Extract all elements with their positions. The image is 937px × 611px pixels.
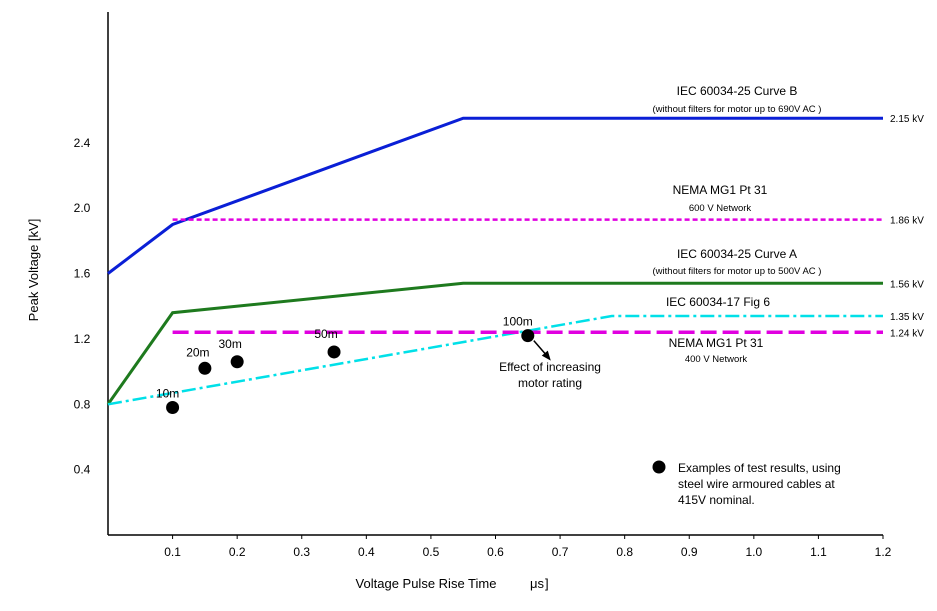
x-axis-ticks: 0.1 0.2 0.3 0.4 0.5 0.6 0.7 0.8 0.9 1.0 1.1 1.2 [164, 535, 892, 559]
end-label-curveB: 2.15 kV [890, 114, 924, 125]
y-axis-ticks: 0.4 0.8 1.2 1.6 2.0 2.4 [74, 136, 91, 477]
test-point-label-30m: 30m [218, 337, 241, 351]
test-result-points: 10m 20m 30m 50m 100m [156, 315, 535, 415]
test-point-10m [166, 401, 180, 415]
x-tick-label: 1.2 [875, 545, 892, 559]
y-tick-label: 2.0 [74, 201, 91, 215]
x-tick-label: 0.6 [487, 545, 504, 559]
legend-marker [652, 460, 666, 474]
y-tick-label: 0.4 [74, 463, 91, 477]
series-line-curveA [106, 281, 883, 406]
series-line-curveB [107, 116, 883, 275]
x-axis-unit: μs [530, 576, 544, 591]
series-name-iec17: IEC 60034-17 Fig 6 [666, 295, 770, 309]
end-label-iec17: 1.35 kV [890, 312, 924, 323]
test-point-30m [230, 355, 244, 369]
x-tick-label: 0.2 [229, 545, 246, 559]
legend: Examples of test results, using steel wir… [652, 460, 841, 507]
x-axis-bracket: ] [545, 576, 549, 591]
test-point-50m [327, 345, 341, 359]
x-tick-label: 0.7 [552, 545, 569, 559]
series-lines [106, 116, 883, 406]
series-name-nema400: NEMA MG1 Pt 31 [669, 336, 764, 350]
series-line-iec17 [107, 314, 883, 406]
end-label-nema600: 1.86 kV [890, 216, 924, 227]
test-point-label-50m: 50m [314, 327, 337, 341]
annotation-arrow-head [541, 350, 551, 361]
y-axis-title: Peak Voltage [kV] [26, 219, 41, 322]
test-point-100m [521, 329, 535, 343]
y-tick-label: 1.2 [74, 332, 91, 346]
x-axis-title: Voltage Pulse Rise Time [356, 576, 497, 591]
series-subtitle-curveB: (without filters for motor up to 690V AC… [653, 104, 822, 115]
end-label-nema400: 1.24 kV [890, 328, 924, 339]
series-name-nema600: NEMA MG1 Pt 31 [673, 183, 768, 197]
series-subtitle-nema400: 400 V Network [685, 354, 748, 365]
x-tick-label: 0.1 [164, 545, 181, 559]
test-point-label-100m: 100m [503, 315, 533, 329]
x-tick-label: 1.0 [745, 545, 762, 559]
x-tick-label: 0.3 [293, 545, 310, 559]
series-name-curveA: IEC 60034-25 Curve A [677, 247, 797, 261]
annotation-arrow [533, 340, 548, 357]
legend-text: steel wire armoured cables at [678, 477, 835, 491]
x-tick-label: 0.9 [681, 545, 698, 559]
legend-text: Examples of test results, using [678, 461, 841, 475]
annotation: Effect of increasing motor rating [499, 340, 601, 390]
x-tick-label: 0.5 [423, 545, 440, 559]
series-subtitle-curveA: (without filters for motor up to 500V AC… [653, 266, 822, 277]
annotation-text: motor rating [518, 376, 582, 390]
series-name-curveB: IEC 60034-25 Curve B [677, 84, 798, 98]
end-label-curveA: 1.56 kV [890, 279, 924, 290]
annotation-text: Effect of increasing [499, 360, 601, 374]
y-tick-label: 1.6 [74, 267, 91, 281]
series-subtitle-nema600: 600 V Network [689, 203, 752, 214]
x-tick-label: 0.8 [616, 545, 633, 559]
test-point-20m [198, 361, 212, 375]
series-labels: 2.15 kV 1.86 kV 1.56 kV 1.35 kV 1.24 kV IEC 6… [653, 84, 925, 365]
y-tick-label: 0.8 [74, 397, 91, 411]
test-point-label-10m: 10m [156, 387, 179, 401]
test-point-label-20m: 20m [186, 345, 209, 359]
y-tick-label: 2.4 [74, 136, 91, 150]
x-tick-label: 0.4 [358, 545, 375, 559]
x-tick-label: 1.1 [810, 545, 827, 559]
legend-text: 415V nominal. [678, 493, 755, 507]
